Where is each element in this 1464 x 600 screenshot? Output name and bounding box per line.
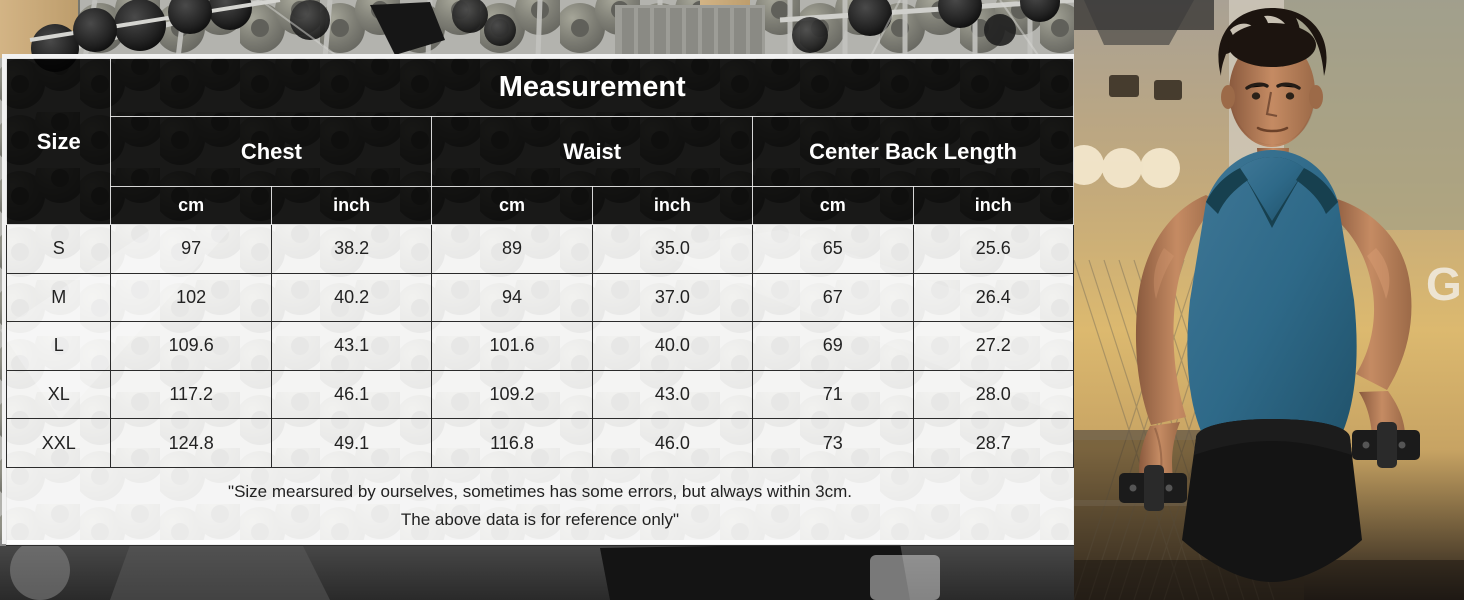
svg-text:G: G [1426, 258, 1462, 310]
